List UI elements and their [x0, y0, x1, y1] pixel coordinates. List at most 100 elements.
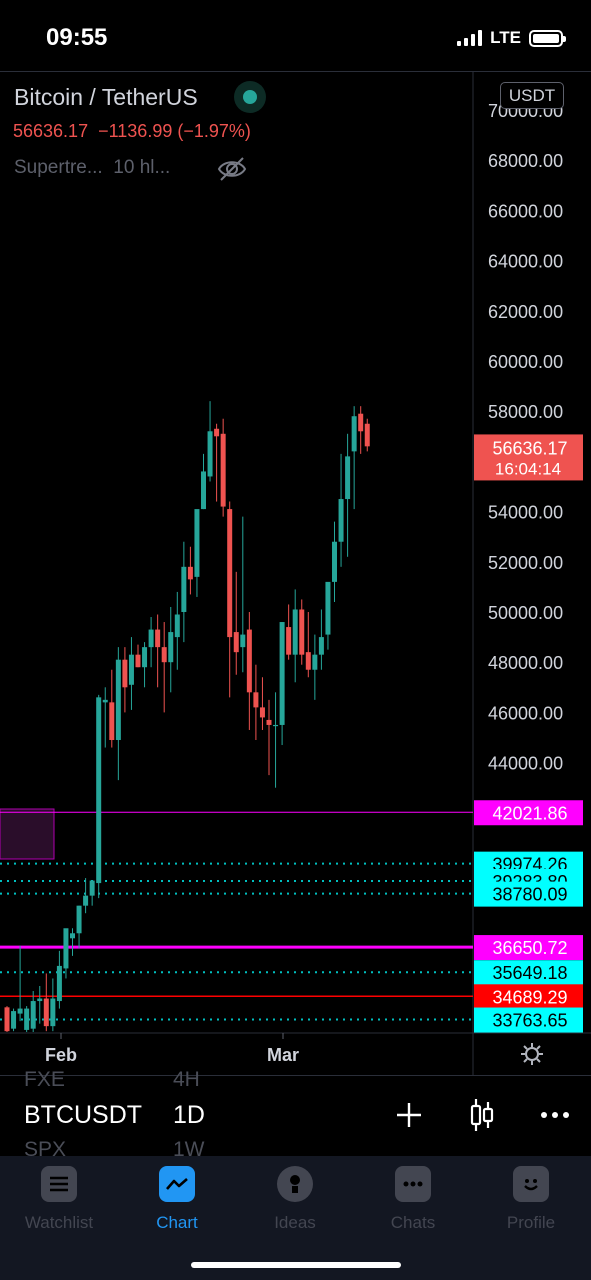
level-label-bg-4 — [474, 935, 583, 961]
candle-body-17 — [115, 659, 121, 741]
profile-icon — [513, 1166, 549, 1202]
candle-body-47 — [312, 654, 318, 670]
level-label-bg-0 — [474, 800, 583, 826]
candle-body-15 — [102, 699, 108, 703]
price-tick-4: 62000.00 — [488, 302, 563, 322]
more-options-icon[interactable] — [540, 1110, 570, 1120]
watchlist-icon — [41, 1166, 77, 1202]
level-label-bg-5 — [474, 960, 583, 986]
candle-body-21 — [142, 647, 148, 668]
level-labels: 42021.8639974.2639283.8038780.0936650.72… — [474, 800, 583, 1033]
price-tick-11: 46000.00 — [488, 703, 563, 723]
level-label-bg-6 — [474, 984, 583, 1010]
candle-body-52 — [345, 456, 351, 500]
time-axis-ticks: Feb Mar — [45, 1033, 299, 1065]
ideas-icon — [277, 1166, 313, 1202]
indicator-name: Supertre... — [14, 157, 103, 178]
candle-body-4 — [30, 1001, 36, 1029]
candle-body-7 — [50, 998, 56, 1027]
timeframe-picker-prev[interactable]: 4H — [173, 1068, 200, 1091]
candle-body-45 — [299, 609, 305, 655]
symbol-title[interactable]: Bitcoin / TetherUS — [14, 84, 198, 110]
tab-chart-label: Chart — [156, 1213, 198, 1232]
tab-ideas[interactable]: Ideas — [236, 1166, 354, 1233]
price-tick-1: 68000.00 — [488, 151, 563, 171]
candle-body-32 — [214, 428, 220, 437]
chats-icon — [395, 1166, 431, 1202]
candle-body-55 — [364, 423, 370, 447]
candle-body-16 — [109, 702, 115, 741]
timeframe-picker[interactable]: 1D — [173, 1101, 205, 1129]
candle-body-25 — [168, 632, 174, 663]
level-lines — [0, 811, 473, 1021]
price-change-line: 56636.17 −1136.99 (−1.97%) — [13, 121, 251, 142]
candle-body-5 — [37, 998, 43, 1002]
status-indicators: LTE — [457, 28, 566, 48]
eye-slash-icon[interactable] — [216, 155, 248, 183]
add-icon[interactable] — [395, 1101, 423, 1129]
symbol-picker-next[interactable]: SPX — [24, 1138, 67, 1161]
candle-body-20 — [135, 654, 141, 668]
price-tick-12: 44000.00 — [488, 754, 563, 774]
candle-body-28 — [187, 566, 193, 580]
candle-body-2 — [17, 1008, 23, 1014]
candle-body-30 — [201, 471, 206, 510]
candle-body-46 — [305, 652, 311, 670]
candle-body-34 — [227, 509, 233, 638]
tab-watchlist[interactable]: Watchlist — [0, 1166, 118, 1233]
level-label-bg-7 — [474, 1007, 583, 1033]
candle-body-37 — [246, 629, 252, 693]
candles — [4, 401, 370, 1032]
price-tick-10: 48000.00 — [488, 653, 563, 673]
candle-body-22 — [148, 629, 154, 648]
price-tick-9: 50000.00 — [488, 603, 563, 623]
candle-body-35 — [233, 632, 239, 653]
currency-badge[interactable]: USDT — [500, 82, 564, 109]
candle-body-6 — [43, 998, 49, 1027]
candle-body-41 — [273, 724, 279, 727]
symbol-picker-prev[interactable]: FXE — [24, 1068, 65, 1091]
candle-body-23 — [155, 629, 161, 648]
network-label: LTE — [490, 28, 521, 47]
price-chart[interactable]: 70000.0068000.0066000.0064000.0062000.00… — [0, 72, 591, 1075]
top-divider — [0, 71, 591, 72]
candle-body-1 — [11, 1011, 17, 1029]
candle-body-51 — [338, 499, 344, 542]
candle-body-9 — [63, 928, 69, 969]
time-tick-1: Mar — [267, 1045, 299, 1065]
level-label-6: 34689.29 — [492, 987, 567, 1007]
candle-body-48 — [318, 637, 324, 655]
candle-body-36 — [240, 634, 246, 648]
candle-body-50 — [332, 541, 337, 582]
price-tick-6: 58000.00 — [488, 402, 563, 422]
candle-body-27 — [181, 566, 187, 612]
price-tick-3: 64000.00 — [488, 252, 563, 272]
candle-body-19 — [128, 654, 134, 685]
price-tick-2: 66000.00 — [488, 201, 563, 221]
level-label-5: 35649.18 — [492, 963, 567, 983]
tab-chart[interactable]: Chart — [118, 1166, 236, 1233]
timeframe-picker-next[interactable]: 1W — [173, 1138, 205, 1161]
candle-body-18 — [122, 659, 128, 688]
candle-body-38 — [253, 692, 259, 708]
tab-profile-label: Profile — [506, 1213, 556, 1232]
indicator-legend[interactable]: Supertre... 10 hl... — [14, 157, 170, 179]
tab-chats[interactable]: Chats — [354, 1166, 472, 1233]
level-label-3: 38780.09 — [492, 885, 567, 905]
candle-body-12 — [83, 895, 89, 906]
price-tick-5: 60000.00 — [488, 352, 563, 372]
signal-icon — [457, 30, 483, 46]
symbol-picker[interactable]: BTCUSDT — [24, 1101, 143, 1129]
level-label-0: 42021.86 — [492, 803, 567, 823]
indicator-params: 10 hl... — [113, 157, 171, 178]
settings-gear-icon[interactable] — [520, 1042, 544, 1066]
tab-profile[interactable]: Profile — [472, 1166, 590, 1233]
candle-body-54 — [358, 413, 364, 432]
last-price: 56636.17 — [13, 121, 89, 141]
price-axis-ticks: 70000.0068000.0066000.0064000.0062000.00… — [488, 101, 563, 774]
supply-zone-box — [0, 808, 55, 860]
candle-style-icon[interactable] — [469, 1097, 495, 1133]
candle-body-39 — [259, 707, 265, 718]
candle-body-53 — [351, 416, 357, 452]
